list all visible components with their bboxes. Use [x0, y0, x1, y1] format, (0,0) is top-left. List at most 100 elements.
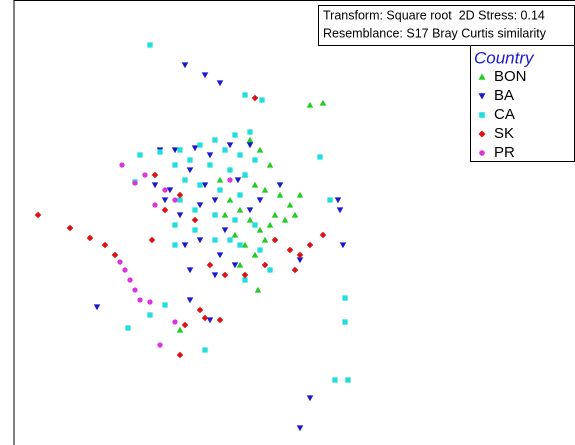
point — [137, 297, 143, 303]
point — [261, 236, 269, 243]
point — [137, 152, 143, 158]
legend-marker — [478, 93, 486, 100]
point — [339, 242, 347, 249]
point — [182, 177, 188, 183]
point — [93, 304, 101, 311]
point — [211, 197, 219, 204]
point — [147, 299, 153, 305]
point — [276, 182, 284, 189]
legend-label: PR — [494, 144, 515, 161]
point — [176, 326, 184, 333]
point — [306, 395, 314, 402]
point — [286, 201, 294, 208]
point — [241, 241, 249, 248]
point — [296, 425, 304, 432]
point — [211, 272, 219, 279]
point — [132, 287, 138, 293]
point — [236, 261, 244, 268]
point — [181, 62, 189, 69]
legend-label: BON — [494, 68, 527, 85]
point — [259, 97, 265, 103]
point — [191, 145, 199, 152]
legend-label: BA — [494, 87, 514, 104]
point — [151, 171, 159, 179]
point — [271, 211, 279, 218]
point — [66, 224, 74, 232]
point — [196, 306, 204, 314]
point — [242, 277, 248, 283]
point — [246, 207, 254, 214]
point — [148, 236, 156, 244]
point — [181, 242, 189, 249]
point — [172, 319, 178, 325]
point — [227, 167, 233, 173]
point — [221, 211, 229, 218]
point — [176, 191, 184, 199]
point — [161, 197, 169, 204]
point — [201, 314, 209, 322]
point — [177, 197, 183, 203]
point — [101, 241, 109, 249]
point — [119, 162, 125, 168]
point — [166, 187, 174, 194]
point — [191, 216, 199, 224]
point — [196, 202, 204, 209]
point — [181, 321, 189, 329]
point — [161, 206, 169, 214]
point — [196, 237, 204, 244]
point — [291, 211, 299, 218]
legend-marker — [479, 150, 485, 156]
point — [186, 297, 194, 304]
point — [237, 242, 243, 248]
point — [251, 181, 259, 188]
point — [252, 157, 258, 163]
point — [241, 271, 249, 279]
point — [212, 237, 218, 243]
point — [34, 211, 42, 219]
annotation: Transform: Square root 2D Stress: 0.14 — [323, 8, 545, 22]
point — [172, 197, 178, 203]
point — [319, 99, 327, 106]
point — [147, 312, 153, 318]
point — [291, 266, 299, 274]
point — [186, 167, 194, 174]
point — [142, 172, 148, 178]
point — [226, 196, 234, 203]
point — [177, 147, 183, 153]
point — [221, 271, 229, 279]
point — [261, 261, 269, 269]
point — [267, 267, 273, 273]
point — [127, 277, 133, 283]
point — [171, 147, 179, 154]
point — [254, 286, 262, 293]
point — [216, 316, 224, 324]
point — [212, 212, 218, 218]
point — [246, 216, 254, 223]
point — [111, 251, 119, 259]
point — [246, 136, 254, 143]
point — [281, 216, 289, 223]
point — [152, 202, 158, 208]
point — [237, 152, 243, 158]
point — [236, 206, 244, 213]
point — [186, 267, 194, 274]
point — [251, 94, 259, 102]
point — [206, 317, 214, 324]
point — [271, 236, 279, 244]
point — [227, 177, 233, 183]
annotation-box — [318, 5, 575, 46]
legend-marker — [478, 130, 486, 138]
point — [151, 182, 159, 189]
point — [296, 191, 304, 198]
point — [257, 247, 263, 253]
point — [342, 319, 348, 325]
point — [122, 267, 128, 273]
point — [232, 132, 238, 138]
point — [216, 252, 224, 259]
point — [162, 187, 168, 193]
point — [201, 182, 209, 189]
point — [242, 172, 248, 178]
point — [306, 241, 314, 249]
point — [266, 221, 274, 228]
point — [162, 302, 168, 308]
